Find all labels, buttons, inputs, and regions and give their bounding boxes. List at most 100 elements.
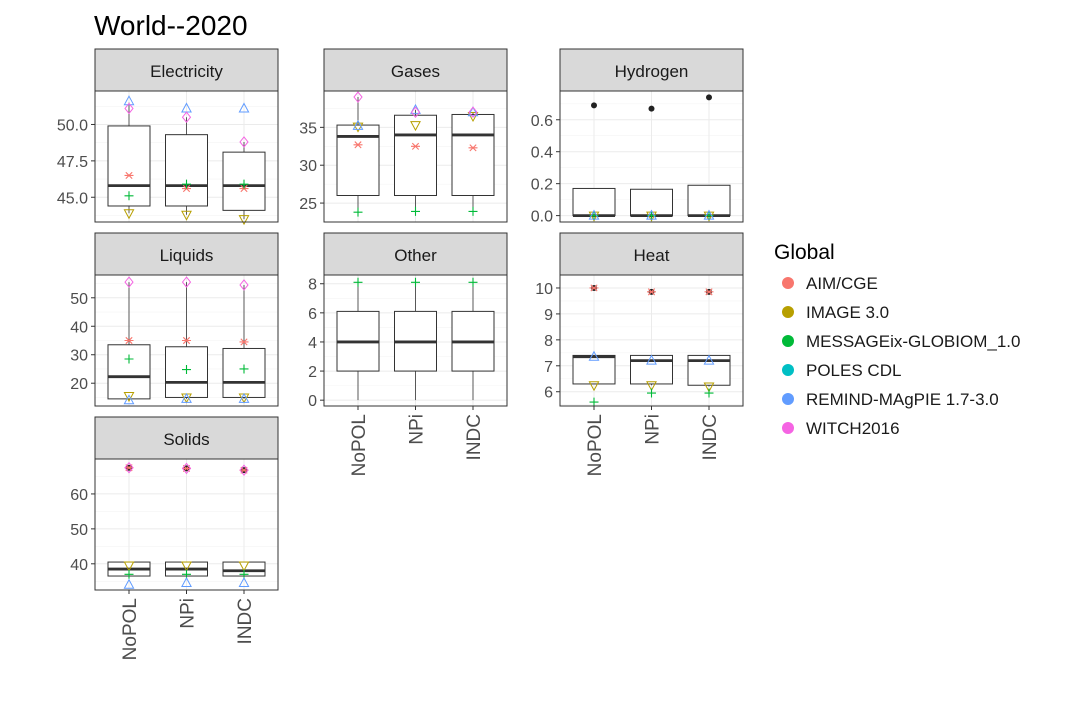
legend: Global AIM/CGE IMAGE 3.0 MESSAGEix-GLOBIOM… [774,241,1020,438]
legend-item-messageix-globiom-1-0: MESSAGEix-GLOBIOM_1.0 [782,332,1020,351]
x-tick-label: INDC [235,598,256,644]
panel-hydrogen: Hydrogen 0.0 0.2 0.4 0.6 [531,48,744,226]
y-tick-label: 40 [70,319,88,336]
y-axis-liquids: 20 30 40 50 [70,291,95,393]
point-messageix-globiom-1-0 [647,388,656,398]
x-axis-col-3: NoPOL NPi INDC [585,406,721,476]
y-axis-other: 0 2 4 6 8 [308,277,324,410]
point-messageix-globiom-1-0 [411,277,420,287]
point-messageix-globiom-1-0 [411,206,420,216]
y-tick-label: 25 [299,196,317,213]
y-tick-label: 20 [70,376,88,393]
box-npi [394,109,437,212]
x-tick-label: NPi [178,598,199,629]
x-axis-col-2: NoPOL NPi INDC [349,406,485,476]
x-tick-label: INDC [700,414,721,460]
point-witch2016 [181,462,192,475]
model-points-other [353,277,478,287]
point-image-3-0 [123,209,135,220]
boxes-liquids [107,282,266,401]
point-image-3-0 [238,561,250,572]
point-image-3-0 [410,121,421,132]
y-tick-label: 0.2 [531,177,553,194]
panel-border-gases [323,90,508,223]
model-points-heat [588,284,715,407]
y-axis-solids: 40 50 60 [70,487,95,574]
y-tick-label: 6 [544,385,553,402]
y-tick-label: 8 [308,277,317,294]
y-tick-label: 6 [308,306,317,323]
strip-hydrogen [559,48,744,92]
y-tick-label: 35 [299,120,317,137]
y-axis-electricity: 45.0 47.5 50.0 [57,117,95,207]
strip-label-other: Other [394,246,437,265]
strip-solids [94,416,279,460]
point-aim-cge [124,336,134,345]
box-body [572,354,616,385]
box-nopol [572,354,616,385]
strip-label-electricity: Electricity [150,62,223,81]
point-image-3-0 [181,210,192,221]
legend-title: Global [774,241,835,264]
point-witch2016 [239,136,249,148]
legend-key [782,335,794,347]
point-messageix-globiom-1-0 [468,277,478,287]
y-tick-label: 50 [70,291,88,308]
point-remind-magpie-1-7-3-0 [646,209,657,220]
point-remind-magpie-1-7-3-0 [646,354,657,365]
point-messageix-globiom-1-0 [182,179,191,189]
point-image-3-0 [352,122,364,133]
point-aim-cge [353,141,363,149]
point-aim-cge [411,142,420,150]
point-aim-cge [647,288,656,296]
outlier-point [591,102,597,109]
point-witch2016 [181,276,192,288]
strip-gases [323,48,508,92]
x-tick-label: NoPOL [349,414,370,476]
point-aim-cge [182,336,191,345]
point-remind-magpie-1-7-3-0 [410,103,421,114]
point-image-3-0 [467,111,479,123]
outlier-point [706,94,712,101]
y-tick-label: 2 [308,364,317,381]
box-indc [687,354,731,387]
panel-heat: Heat 6 7 8 9 10 [535,232,744,407]
point-witch2016 [124,276,134,288]
point-remind-magpie-1-7-3-0 [588,350,600,361]
legend-item-remind-magpie-1-7-3-0: REMIND-MAgPIE 1.7-3.0 [782,390,999,409]
point-witch2016 [239,464,249,476]
point-remind-magpie-1-7-3-0 [703,354,715,365]
y-tick-label: 50.0 [57,117,88,134]
y-tick-label: 0.0 [531,209,553,226]
outlier-point [648,105,655,112]
point-messageix-globiom-1-0 [124,191,134,201]
y-tick-label: 30 [299,158,317,175]
legend-label: REMIND-MAgPIE 1.7-3.0 [806,390,999,409]
legend-key [782,277,794,289]
boxes-gases [336,97,495,213]
point-remind-magpie-1-7-3-0 [238,102,250,113]
point-messageix-globiom-1-0 [353,207,363,217]
boxes-other [336,282,495,401]
model-points-electricity [123,95,250,226]
point-messageix-globiom-1-0 [124,569,134,579]
legend-item-image-3-0: IMAGE 3.0 [782,303,889,322]
x-axis-col-1: NoPOL NPi INDC [120,590,256,660]
point-aim-cge [239,338,249,346]
y-tick-label: 0 [308,393,317,410]
y-axis-hydrogen: 0.0 0.2 0.4 0.6 [531,113,560,226]
y-tick-label: 45.0 [57,190,88,207]
x-tick-label: INDC [464,414,485,460]
box-npi [630,354,673,386]
panel-gases: Gases 25 30 35 [299,48,508,223]
strip-label-liquids: Liquids [160,246,214,265]
model-points-solids [123,461,250,589]
panel-border-hydrogen [559,90,744,223]
legend-key [782,422,794,434]
point-remind-magpie-1-7-3-0 [588,209,600,220]
point-remind-magpie-1-7-3-0 [352,119,364,130]
legend-label: WITCH2016 [806,419,900,438]
point-messageix-globiom-1-0 [353,277,363,287]
legend-label: POLES CDL [806,361,901,380]
